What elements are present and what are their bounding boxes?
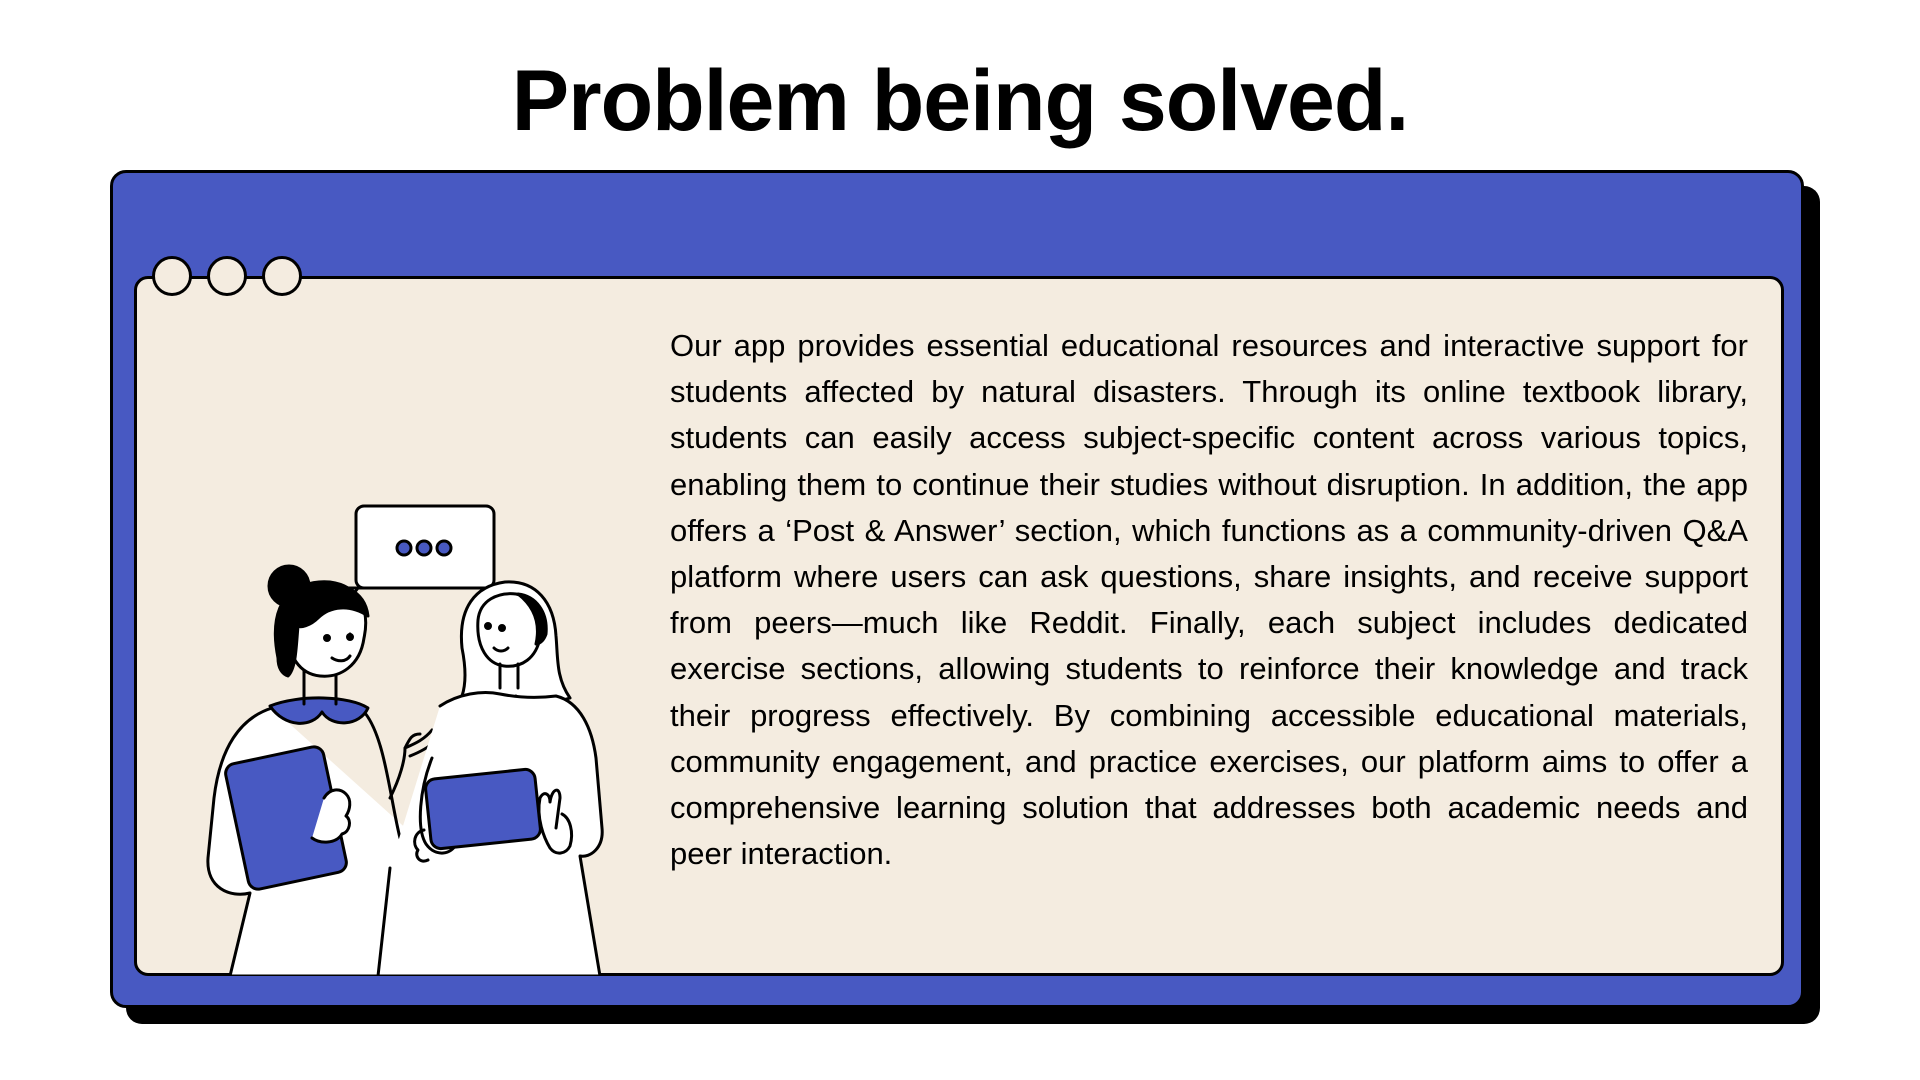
window-dot-icon xyxy=(262,256,302,296)
problem-description: Our app provides essential educational r… xyxy=(670,328,1748,872)
window-dot-icon xyxy=(207,256,247,296)
slide-title: Problem being solved. xyxy=(511,53,1410,149)
woman-right-figure xyxy=(376,580,604,976)
window-dot-icon xyxy=(152,256,192,296)
window-controls xyxy=(152,256,302,296)
people-chatting-illustration xyxy=(206,504,604,976)
speech-bubble-icon xyxy=(342,504,496,608)
